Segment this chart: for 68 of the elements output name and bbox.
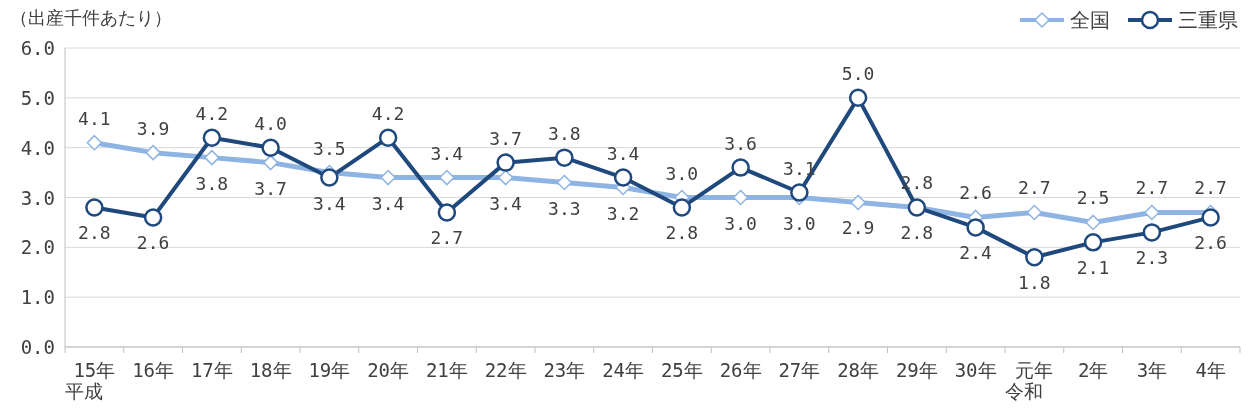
x-tick-label: 29年 xyxy=(895,359,938,381)
x-tick-label: 21年 xyxy=(425,359,468,381)
data-label: 4.0 xyxy=(254,112,287,134)
data-label: 3.4 xyxy=(430,142,464,164)
x-tick-label: 18年 xyxy=(249,359,292,381)
x-tick-label: 23年 xyxy=(543,359,586,381)
data-label: 3.8 xyxy=(548,122,581,144)
x-tick-label: 17年 xyxy=(190,359,233,381)
x-tick-label: 22年 xyxy=(484,359,527,381)
x-tick-label: 15年平成 xyxy=(65,359,116,402)
y-tick-label: 3.0 xyxy=(20,186,55,209)
x-tick-label: 20年 xyxy=(367,359,410,381)
data-label: 2.8 xyxy=(900,222,934,244)
y-tick-label: 4.0 xyxy=(20,136,55,159)
y-tick-label: 2.0 xyxy=(20,236,55,259)
x-tick-label: 27年 xyxy=(778,359,821,381)
x-tick-label: 26年 xyxy=(719,359,762,381)
data-label: 2.9 xyxy=(841,217,875,239)
data-label: 2.8 xyxy=(78,222,111,244)
data-label: 3.5 xyxy=(313,137,346,159)
data-label: 3.9 xyxy=(136,117,170,139)
y-axis-title: （出産千件あたり） xyxy=(10,7,172,28)
data-label: 2.6 xyxy=(959,182,992,204)
data-label: 3.0 xyxy=(665,162,699,184)
data-label: 3.0 xyxy=(783,212,816,234)
x-tick-label: 4年 xyxy=(1195,359,1226,381)
data-label: 3.4 xyxy=(371,192,405,214)
y-tick-label: 0.0 xyxy=(20,336,55,358)
data-label: 2.8 xyxy=(665,222,699,244)
data-label: 2.7 xyxy=(1135,177,1169,199)
x-tick-label: 19年 xyxy=(308,359,351,381)
x-tick-label: 30年 xyxy=(954,359,997,381)
data-label: 2.4 xyxy=(959,242,992,264)
data-label: 2.6 xyxy=(1194,232,1227,254)
legend-label: 三重県 xyxy=(1178,8,1238,32)
x-tick-label: 3年 xyxy=(1136,359,1168,381)
data-label: 2.7 xyxy=(430,227,464,249)
x-tick-label: 2年 xyxy=(1077,359,1109,381)
data-label: 2.1 xyxy=(1076,257,1110,279)
data-label: 5.0 xyxy=(841,62,875,84)
data-label: 2.5 xyxy=(1076,187,1110,209)
data-label: 3.4 xyxy=(489,192,522,214)
data-label: 3.8 xyxy=(195,172,229,194)
x-tick-label: 25年 xyxy=(660,359,703,381)
data-label: 2.6 xyxy=(136,232,170,254)
data-label: 4.2 xyxy=(195,102,229,124)
x-tick-label: 元年令和 xyxy=(1005,359,1054,402)
y-tick-label: 1.0 xyxy=(20,286,55,309)
x-tick-label: 24年 xyxy=(602,359,645,381)
data-label: 2.7 xyxy=(1018,177,1051,199)
data-label: 3.2 xyxy=(606,202,640,224)
data-label: 3.3 xyxy=(548,197,581,219)
y-tick-label: 6.0 xyxy=(20,37,55,59)
data-label: 4.1 xyxy=(78,107,111,129)
data-label: 3.4 xyxy=(606,142,640,164)
data-label: 3.0 xyxy=(724,212,757,234)
data-label: 3.6 xyxy=(724,132,757,154)
y-tick-label: 5.0 xyxy=(20,86,55,109)
data-label: 4.2 xyxy=(371,102,405,124)
data-label: 2.3 xyxy=(1135,247,1169,269)
x-tick-label: 16年 xyxy=(132,359,175,381)
legend-label: 全国 xyxy=(1070,8,1110,32)
x-tick-label: 28年 xyxy=(837,359,880,381)
data-label: 1.8 xyxy=(1018,272,1051,294)
data-label: 3.7 xyxy=(254,177,287,199)
data-label: 2.7 xyxy=(1194,177,1227,199)
data-label: 3.4 xyxy=(313,192,346,214)
data-label: 3.7 xyxy=(489,127,522,149)
